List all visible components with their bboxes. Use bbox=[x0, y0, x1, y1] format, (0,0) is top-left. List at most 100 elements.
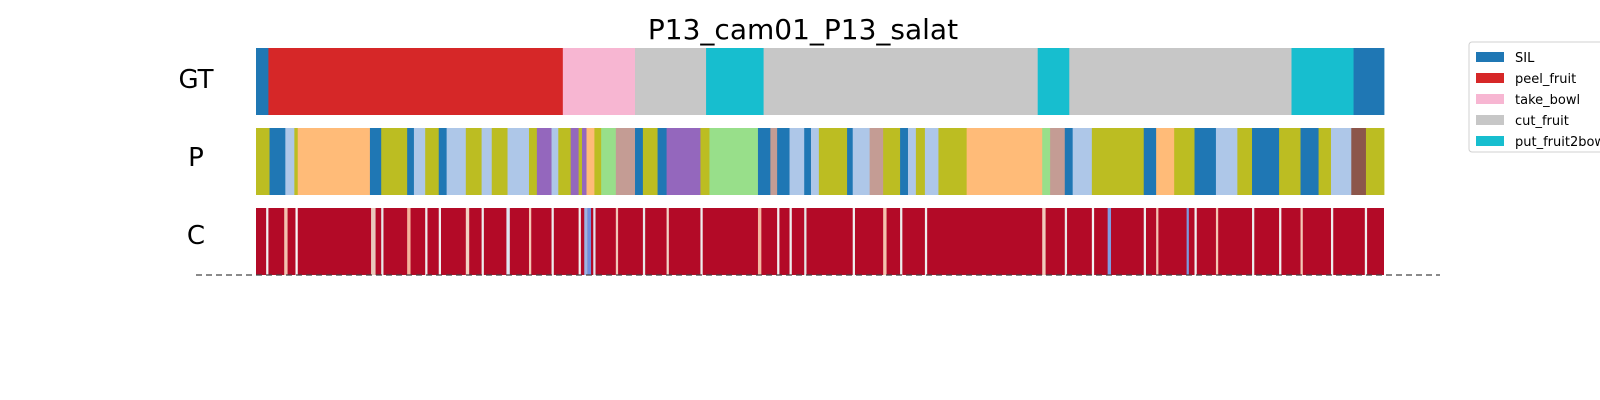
confidence-stripe-15 bbox=[587, 208, 592, 275]
confidence-stripe-8 bbox=[465, 208, 470, 275]
confidence-stripe-14 bbox=[584, 208, 588, 275]
confidence-stripe-5 bbox=[407, 208, 411, 275]
confidence-stripe-28 bbox=[924, 208, 928, 275]
segment-p-0 bbox=[256, 128, 270, 195]
confidence-stripe-35 bbox=[1186, 208, 1189, 275]
segment-p-53 bbox=[1072, 128, 1093, 195]
segment-p-17 bbox=[536, 128, 552, 195]
row-p-bars bbox=[256, 128, 1385, 195]
segment-gt-7 bbox=[1069, 48, 1292, 115]
segment-p-28 bbox=[642, 128, 658, 195]
segment-p-56 bbox=[1143, 128, 1157, 195]
segment-p-62 bbox=[1252, 128, 1280, 195]
segment-gt-2 bbox=[562, 48, 636, 115]
segment-p-49 bbox=[966, 128, 1043, 195]
row-label-gt: GT bbox=[178, 65, 213, 95]
segment-p-36 bbox=[789, 128, 805, 195]
confidence-stripe-20 bbox=[700, 208, 703, 275]
confidence-stripe-18 bbox=[642, 208, 646, 275]
chart-title: P13_cam01_P13_salat bbox=[648, 13, 958, 46]
legend-swatch-2 bbox=[1476, 94, 1504, 104]
confidence-stripe-24 bbox=[804, 208, 807, 275]
row-c-bars bbox=[256, 208, 1384, 275]
row-label-c: C bbox=[187, 221, 205, 251]
segment-p-66 bbox=[1330, 128, 1352, 195]
confidence-stripe-13 bbox=[578, 208, 581, 275]
segment-p-13 bbox=[481, 128, 493, 195]
confidence-stripe-7 bbox=[438, 208, 441, 275]
segment-p-30 bbox=[666, 128, 701, 195]
confidence-stripe-1 bbox=[284, 208, 288, 275]
confidence-stripe-39 bbox=[1279, 208, 1282, 275]
confidence-stripe-11 bbox=[528, 208, 532, 275]
segment-p-47 bbox=[924, 128, 939, 195]
segment-p-5 bbox=[369, 128, 382, 195]
segment-p-27 bbox=[635, 128, 644, 195]
confidence-stripe-19 bbox=[666, 208, 669, 275]
row-p: P bbox=[188, 128, 1385, 195]
row-gt-bars bbox=[256, 48, 1385, 115]
segment-p-34 bbox=[770, 128, 778, 195]
confidence-stripe-30 bbox=[1064, 208, 1068, 275]
row-gt: GT bbox=[178, 48, 1385, 115]
segment-gt-4 bbox=[706, 48, 764, 115]
segment-p-54 bbox=[1091, 128, 1114, 195]
legend-label-3: cut_fruit bbox=[1515, 114, 1569, 129]
segment-p-65 bbox=[1318, 128, 1332, 195]
segment-gt-3 bbox=[635, 48, 707, 115]
segment-p-38 bbox=[810, 128, 820, 195]
confidence-stripe-27 bbox=[900, 208, 903, 275]
segment-p-19 bbox=[558, 128, 572, 195]
segment-p-64 bbox=[1300, 128, 1319, 195]
segment-p-1 bbox=[269, 128, 286, 195]
segment-p-50 bbox=[1042, 128, 1051, 195]
segment-p-12 bbox=[465, 128, 482, 195]
segment-p-67 bbox=[1351, 128, 1367, 195]
confidence-stripe-40 bbox=[1300, 208, 1303, 275]
segment-p-35 bbox=[777, 128, 790, 195]
confidence-stripe-32 bbox=[1107, 208, 1112, 275]
segment-p-2 bbox=[285, 128, 295, 195]
legend-swatch-0 bbox=[1476, 52, 1504, 62]
confidence-stripe-4 bbox=[381, 208, 384, 275]
segment-p-42 bbox=[869, 128, 884, 195]
segment-gt-8 bbox=[1291, 48, 1354, 115]
confidence-stripe-33 bbox=[1143, 208, 1146, 275]
confidence-stripe-41 bbox=[1330, 208, 1334, 275]
segment-p-16 bbox=[528, 128, 538, 195]
confidence-stripe-38 bbox=[1252, 208, 1255, 275]
confidence-stripe-9 bbox=[481, 208, 484, 275]
confidence-stripe-6 bbox=[425, 208, 428, 275]
row-label-p: P bbox=[188, 143, 204, 173]
segment-p-46 bbox=[915, 128, 926, 195]
segment-p-8 bbox=[413, 128, 426, 195]
segment-p-37 bbox=[804, 128, 812, 195]
legend-label-2: take_bowl bbox=[1515, 93, 1580, 108]
segment-p-33 bbox=[757, 128, 771, 195]
segment-p-43 bbox=[883, 128, 901, 195]
segment-p-57 bbox=[1156, 128, 1175, 195]
confidence-stripe-31 bbox=[1091, 208, 1095, 275]
segment-gt-5 bbox=[763, 48, 1039, 115]
legend-label-4: put_fruit2bow bbox=[1515, 135, 1600, 150]
segment-p-59 bbox=[1194, 128, 1217, 195]
confidence-stripe-26 bbox=[883, 208, 887, 275]
legend-label-0: SIL bbox=[1515, 51, 1535, 66]
confidence-stripe-3 bbox=[371, 208, 376, 275]
legend: SIL peel_fruit take_bowl cut_fruit put_fruit… bbox=[1468, 41, 1600, 153]
segment-p-21 bbox=[578, 128, 583, 195]
segment-p-29 bbox=[657, 128, 667, 195]
segment-p-15 bbox=[507, 128, 530, 195]
segment-p-7 bbox=[407, 128, 415, 195]
confidence-stripe-34 bbox=[1156, 208, 1159, 275]
confidence-stripe-21 bbox=[757, 208, 762, 275]
segment-p-41 bbox=[852, 128, 871, 195]
row-c: C bbox=[187, 208, 1384, 275]
confidence-stripe-22 bbox=[777, 208, 780, 275]
legend-swatch-3 bbox=[1476, 115, 1504, 125]
confidence-stripe-0 bbox=[266, 208, 269, 275]
confidence-stripe-23 bbox=[789, 208, 792, 275]
segment-p-32 bbox=[709, 128, 759, 195]
legend-swatch-1 bbox=[1476, 73, 1504, 83]
confidence-stripe-36 bbox=[1194, 208, 1197, 275]
